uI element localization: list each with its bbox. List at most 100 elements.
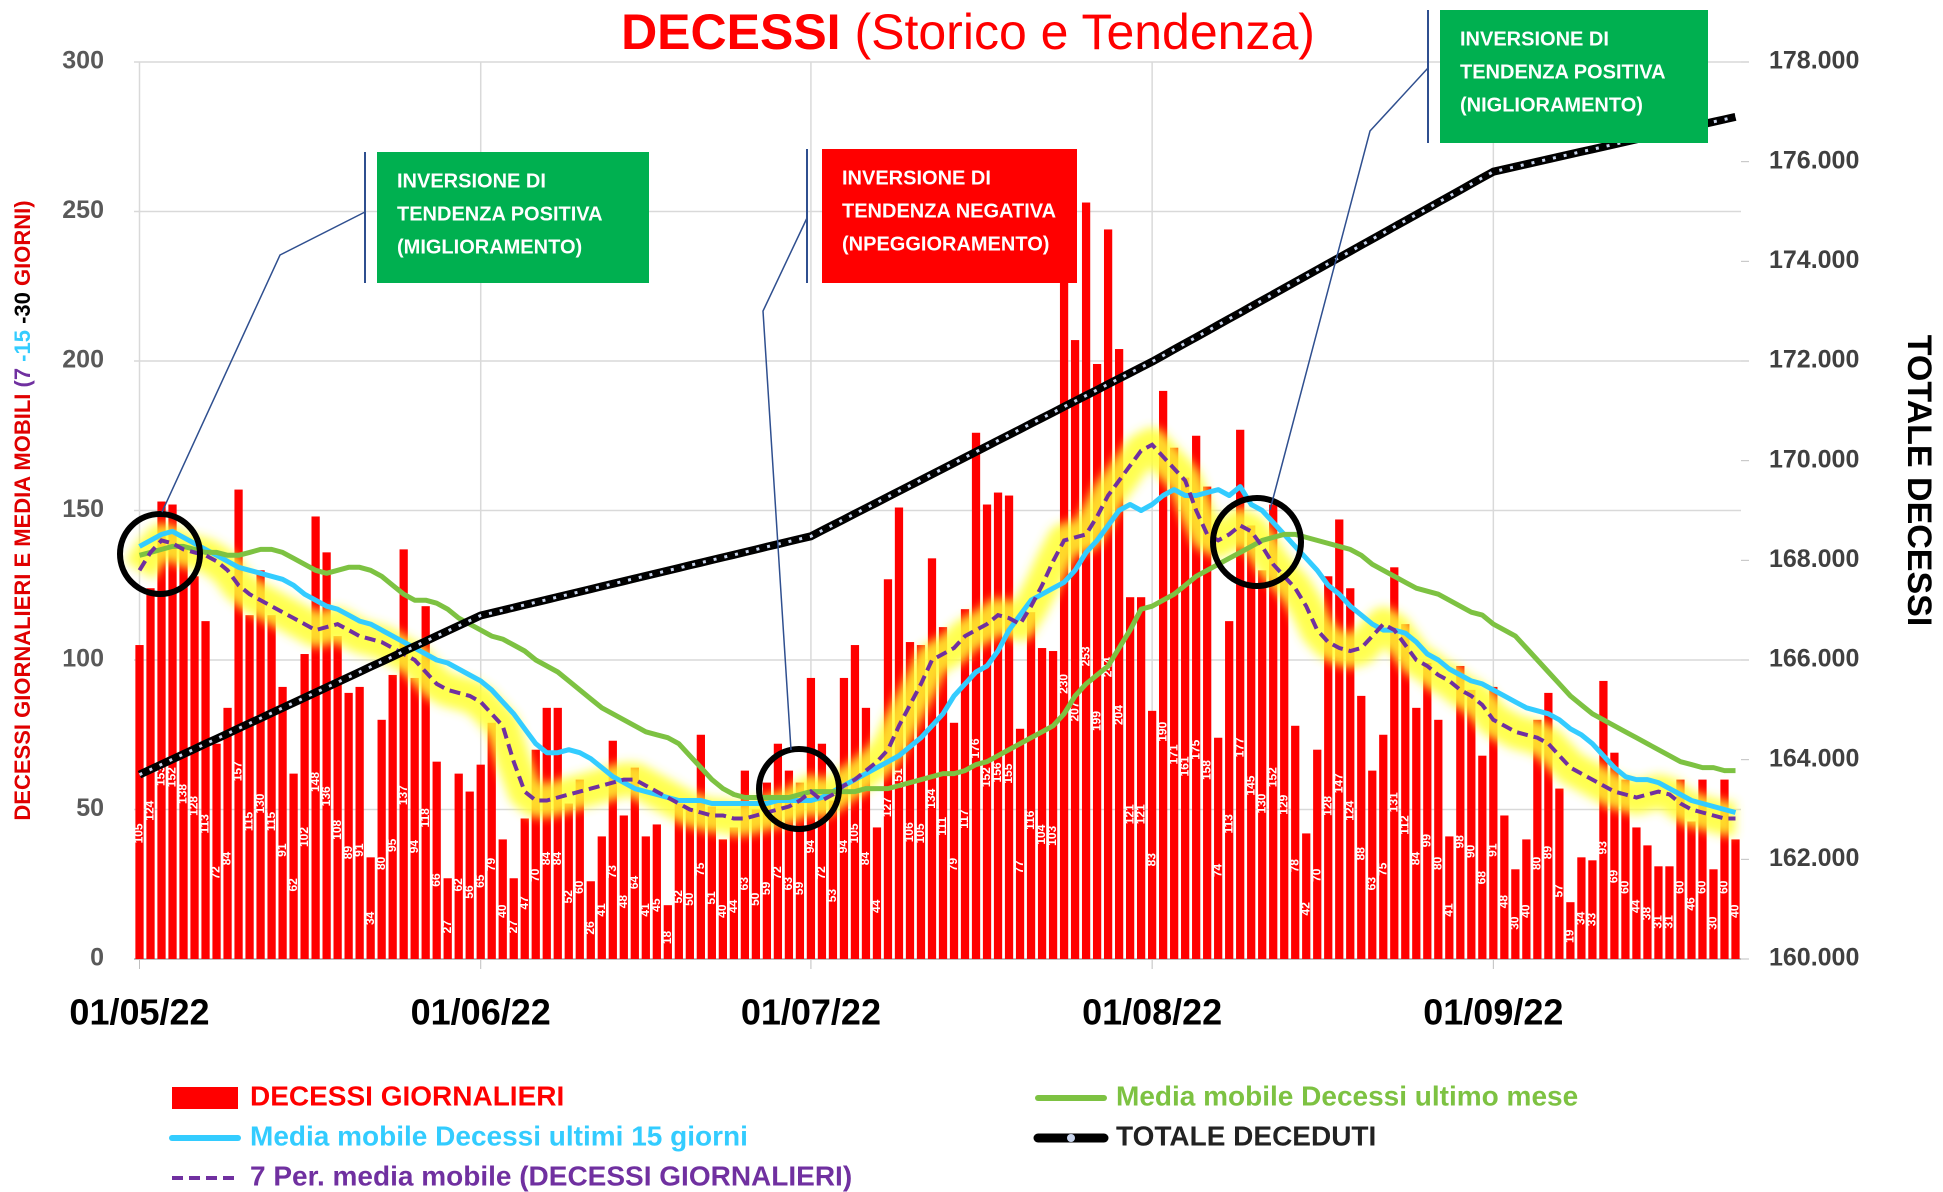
bar bbox=[696, 734, 705, 959]
y-tick-label: 250 bbox=[62, 196, 104, 224]
bar-value-label: 106 bbox=[902, 822, 916, 842]
bar-value-label: 59 bbox=[759, 881, 773, 895]
bar bbox=[531, 749, 540, 959]
annotation-box bbox=[822, 149, 1077, 283]
bar bbox=[465, 791, 474, 959]
bar bbox=[1478, 755, 1487, 959]
x-tick-label: 01/06/22 bbox=[411, 992, 551, 1033]
bar-value-label: 27 bbox=[506, 920, 520, 934]
bar bbox=[1632, 827, 1641, 959]
bar-value-label: 63 bbox=[781, 877, 795, 891]
bar-value-label: 89 bbox=[341, 846, 355, 860]
bar bbox=[817, 743, 827, 959]
bar-value-label: 124 bbox=[1342, 800, 1356, 820]
bar bbox=[938, 627, 948, 959]
bar-value-label: 113 bbox=[1221, 814, 1235, 834]
bar-value-label: 90 bbox=[1464, 844, 1478, 858]
y-tick-label: 50 bbox=[76, 794, 104, 822]
bar-value-label: 89 bbox=[1541, 846, 1555, 860]
bar bbox=[1654, 866, 1663, 959]
bar-value-label: 33 bbox=[1585, 913, 1599, 927]
bar bbox=[1566, 902, 1575, 959]
bar bbox=[839, 677, 849, 959]
bar-value-label: 161 bbox=[1177, 756, 1191, 776]
line bbox=[138, 531, 1736, 800]
bar bbox=[1599, 680, 1608, 959]
bar-value-label: 103 bbox=[1045, 825, 1059, 845]
bar bbox=[135, 645, 144, 959]
bar bbox=[520, 818, 529, 959]
y2-tick-label: 174.000 bbox=[1769, 246, 1859, 274]
bar bbox=[828, 800, 838, 959]
bar-value-label: 60 bbox=[1717, 880, 1731, 894]
bar bbox=[1335, 519, 1344, 959]
bar-value-label: 62 bbox=[286, 878, 300, 892]
y-tick-label: 100 bbox=[62, 645, 104, 673]
legend-label: Media mobile Decessi ultimi 15 giorni bbox=[250, 1120, 748, 1151]
bar-value-label: 171 bbox=[1166, 744, 1180, 764]
bar-value-label: 177 bbox=[1232, 737, 1246, 757]
bar-value-label: 129 bbox=[1276, 794, 1290, 814]
bar bbox=[1247, 525, 1256, 959]
bar-value-label: 80 bbox=[374, 856, 388, 870]
bar-value-label: 102 bbox=[297, 827, 311, 847]
bar bbox=[927, 558, 937, 959]
title-main: DECESSI bbox=[621, 4, 841, 60]
bar-value-label: 62 bbox=[451, 878, 465, 892]
bar-value-label: 60 bbox=[1618, 880, 1632, 894]
bar bbox=[685, 809, 694, 959]
annotation-text: INVERSIONE DI bbox=[397, 170, 546, 192]
bar-value-label: 147 bbox=[1331, 773, 1345, 793]
bar bbox=[1709, 869, 1718, 959]
bar bbox=[1456, 665, 1465, 959]
bar-value-label: 48 bbox=[616, 895, 630, 909]
bar-value-label: 44 bbox=[869, 899, 883, 913]
y-tick-label: 150 bbox=[62, 495, 104, 523]
bar-value-label: 152 bbox=[165, 767, 179, 787]
y2-tick-label: 164.000 bbox=[1769, 744, 1859, 772]
bar bbox=[300, 654, 309, 959]
bar-value-label: 91 bbox=[1486, 843, 1500, 857]
bar bbox=[1445, 836, 1454, 959]
bar-value-label: 79 bbox=[946, 858, 960, 872]
bar bbox=[1489, 686, 1498, 959]
y2-tick-label: 168.000 bbox=[1769, 545, 1859, 573]
y-tick-label: 0 bbox=[90, 944, 104, 972]
bar-value-label: 148 bbox=[308, 772, 322, 792]
bar bbox=[1401, 624, 1410, 959]
bar bbox=[1412, 707, 1421, 959]
bar-value-label: 137 bbox=[396, 785, 410, 805]
bar bbox=[784, 770, 794, 959]
bar bbox=[344, 692, 353, 959]
bar-value-label: 38 bbox=[1640, 907, 1654, 921]
bar bbox=[1676, 779, 1685, 959]
bar-value-label: 65 bbox=[473, 874, 487, 888]
bar bbox=[443, 878, 452, 959]
bar bbox=[1610, 752, 1619, 959]
bar bbox=[223, 707, 232, 959]
bar-value-label: 70 bbox=[528, 868, 542, 882]
bar-value-label: 50 bbox=[682, 892, 696, 906]
bar-value-label: 128 bbox=[187, 796, 201, 816]
bar-value-label: 72 bbox=[770, 866, 784, 880]
bar bbox=[1544, 692, 1553, 959]
bar bbox=[872, 827, 882, 959]
bar-value-label: 42 bbox=[1298, 902, 1312, 916]
annotation-text: TENDENZA POSITIVA bbox=[397, 203, 603, 225]
bar-value-label: 52 bbox=[671, 890, 685, 904]
highlight-circle bbox=[117, 511, 203, 597]
bar-value-label: 95 bbox=[385, 838, 399, 852]
bar bbox=[1291, 725, 1300, 959]
y2-tick-label: 172.000 bbox=[1769, 346, 1859, 374]
bar-value-label: 88 bbox=[1353, 847, 1367, 861]
y2-tick-label: 160.000 bbox=[1769, 944, 1859, 972]
bar bbox=[1500, 815, 1509, 959]
bar-value-label: 175 bbox=[1188, 739, 1202, 759]
bar bbox=[476, 764, 485, 959]
bar-value-label: 44 bbox=[1629, 899, 1643, 913]
bar bbox=[982, 504, 992, 959]
y2-axis-label: TOTALE DECESSI bbox=[1900, 335, 1938, 627]
bar-value-label: 48 bbox=[1497, 895, 1511, 909]
bar-value-label: 52 bbox=[561, 890, 575, 904]
bar-value-label: 40 bbox=[1728, 904, 1742, 918]
